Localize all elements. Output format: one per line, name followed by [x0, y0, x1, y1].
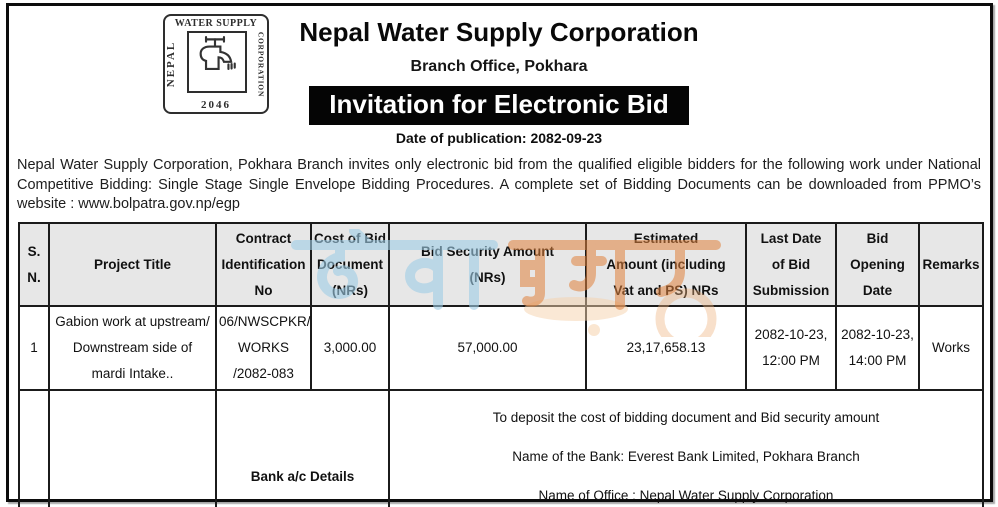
- header-cell-opening-date: Bid Opening Date: [835, 222, 920, 307]
- bid-security-cell: 57,000.00: [388, 305, 587, 391]
- last-date-cell: 2082-10-23, 12:00 PM: [745, 305, 837, 391]
- bank-details-cell: To deposit the cost of bidding document …: [388, 389, 984, 507]
- bid-table: S. N. Project Title Contract Identificat…: [18, 222, 984, 507]
- cost-cell: 3,000.00: [310, 305, 390, 391]
- table-header-row: S. N. Project Title Contract Identificat…: [18, 222, 984, 307]
- project-title-cell: Gabion work at upstream/ Downstream side…: [48, 305, 217, 391]
- opening-date-cell: 2082-10-23, 14:00 PM: [835, 305, 920, 391]
- header-cell-remarks: Remarks: [918, 222, 984, 307]
- bank-label-cell: Bank a/c Details: [215, 389, 390, 507]
- contract-no-cell: 06/NWSCPKR/ WORKS /2082-083: [215, 305, 312, 391]
- header-cell-contract-no: Contract Identification No: [215, 222, 312, 307]
- branch-subtitle: Branch Office, Pokhara: [410, 58, 588, 75]
- header-cell-project-title: Project Title: [48, 222, 217, 307]
- empty-sn-cell: [18, 389, 50, 507]
- logo-top-label: WATER SUPPLY: [174, 18, 258, 29]
- faucet-icon: [199, 36, 236, 71]
- header-cell-sn: S. N.: [18, 222, 50, 307]
- bank-detail-line: To deposit the cost of bidding document …: [492, 410, 880, 425]
- nwsc-logo: WATER SUPPLY NEPAL CORPORATION 2046: [163, 14, 269, 114]
- empty-title-cell: [48, 389, 217, 507]
- logo-year-label: 2046: [201, 99, 231, 111]
- estimated-amount-cell: 23,17,658.13: [585, 305, 747, 391]
- publication-date: Date of publication: 2082-09-23: [395, 130, 603, 146]
- bank-detail-line: Name of the Bank: Everest Bank Limited, …: [512, 449, 860, 464]
- logo-inner-frame: [187, 31, 247, 93]
- banner-row: Invitation for Electronic Bid: [0, 86, 998, 125]
- header-cell-cost: Cost of Bid Document (NRs): [310, 222, 390, 307]
- header-cell-estimated: Estimated Amount (including Vat and PS) …: [585, 222, 747, 307]
- sn-cell: 1: [18, 305, 50, 391]
- intro-paragraph: Nepal Water Supply Corporation, Pokhara …: [17, 157, 981, 212]
- bank-details-row: Bank a/c Details To deposit the cost of …: [18, 389, 984, 507]
- table-row: 1 Gabion work at upstream/ Downstream si…: [18, 305, 984, 391]
- remarks-cell: Works: [918, 305, 984, 391]
- page-title: Nepal Water Supply Corporation: [299, 17, 699, 47]
- invitation-banner: Invitation for Electronic Bid: [309, 86, 689, 125]
- header-cell-bid-security: Bid Security Amount (NRs): [388, 222, 587, 307]
- bank-detail-line: Name of Office : Nepal Water Supply Corp…: [538, 488, 834, 503]
- header-cell-last-date: Last Date of Bid Submission: [745, 222, 837, 307]
